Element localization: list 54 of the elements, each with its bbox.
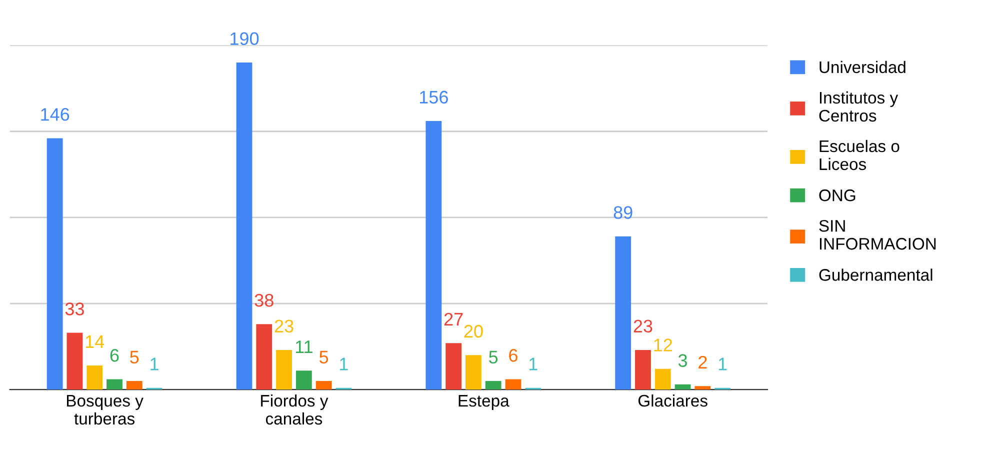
bar — [106, 379, 122, 390]
legend-label: Universidad — [820, 60, 906, 74]
data-label: 1 — [529, 358, 538, 370]
bar — [276, 350, 292, 390]
data-label: 27 — [444, 312, 463, 326]
bar — [296, 370, 312, 390]
data-label: 146 — [41, 108, 70, 121]
x-tick-label: Fiordos y canales — [261, 394, 328, 425]
data-label: 1 — [718, 358, 727, 370]
data-label: 190 — [230, 32, 259, 46]
bar — [654, 368, 671, 390]
bar — [86, 365, 103, 390]
data-label: 3 — [678, 354, 687, 367]
legend-label: Escuelas o Liceos — [820, 140, 900, 170]
x-tick-label: Glaciares — [638, 394, 708, 407]
legend-label: ONG — [819, 189, 856, 202]
data-label: 23 — [274, 320, 294, 333]
bar — [446, 343, 462, 390]
legend-label: SIN INFORMACION — [819, 220, 936, 250]
data-label: 89 — [614, 206, 632, 219]
bar — [465, 355, 482, 390]
data-label: 38 — [254, 294, 274, 307]
bar — [316, 380, 332, 390]
bar — [236, 62, 252, 390]
bar — [126, 380, 142, 390]
x-tick-label: Bosques y turberas — [67, 395, 144, 425]
data-label: 33 — [65, 302, 84, 316]
data-label: 11 — [296, 340, 312, 354]
x-tick-label: Estepa — [458, 395, 510, 410]
data-label: 6 — [509, 349, 518, 362]
bar — [635, 350, 651, 390]
data-label: 23 — [634, 320, 652, 333]
data-label: 6 — [110, 349, 119, 362]
bar — [426, 121, 442, 390]
bar — [46, 138, 63, 390]
data-label: 5 — [130, 350, 139, 364]
data-label: 5 — [489, 350, 498, 364]
data-label: 20 — [464, 324, 483, 338]
bar — [674, 384, 691, 390]
data-label: 2 — [698, 356, 707, 368]
bar — [505, 379, 522, 390]
bar — [485, 380, 502, 390]
bar — [694, 386, 711, 390]
data-label: 1 — [340, 358, 348, 370]
bar — [256, 324, 272, 390]
legend-label: Gubernamental — [819, 268, 932, 281]
data-label: 1 — [150, 358, 158, 370]
data-label: 5 — [320, 350, 328, 364]
data-label: 12 — [654, 338, 672, 352]
bar — [615, 236, 632, 390]
bar — [66, 332, 83, 390]
data-label: 156 — [420, 90, 448, 104]
legend-label: Institutos y Centros — [819, 91, 898, 122]
data-label: 14 — [86, 335, 104, 348]
